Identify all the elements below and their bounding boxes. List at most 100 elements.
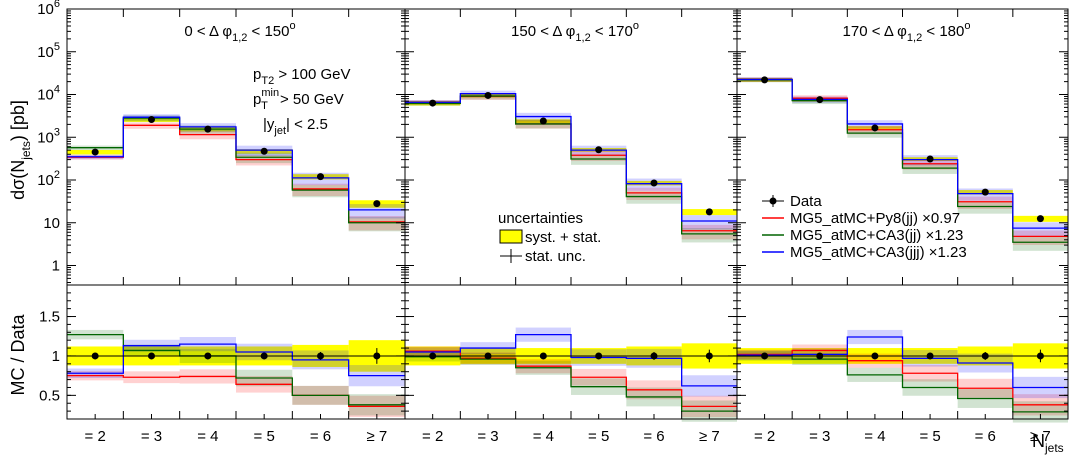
data-point-p1-b4: [650, 179, 658, 187]
y-axis-title-sub: jets: [19, 141, 33, 161]
y-tick-label-0: 106: [37, 0, 60, 18]
data-point-p0-b1: [148, 116, 155, 124]
panel-title-sub-p1: 1,2: [575, 32, 590, 44]
x-tick-label-p1-b4: = 6: [643, 428, 664, 445]
x-axis-title: Njets: [1032, 431, 1064, 455]
ratio-py8-p2: [737, 349, 1068, 406]
y-axis-title: dσ(Njets) [pb]: [8, 100, 33, 200]
panel-title-sup-p2: o: [964, 20, 970, 32]
data-point-p2-b4: [981, 188, 989, 196]
mc-band-top-ca3jj-p0-b5: [348, 216, 405, 232]
cut-pt2: pT2 > 100 GeV: [253, 66, 351, 87]
panel-title-post-p2: < 180: [922, 23, 964, 40]
mc-band-top-py8-p0-b3: [236, 155, 293, 166]
panel-title-p1: 150 < Δ φ1,2 < 170o: [511, 20, 639, 44]
mc-band-top-py8-p2-b3: [902, 159, 958, 170]
y-axis-title-unit: ) [pb]: [8, 100, 28, 141]
data-point-p0-b0: [91, 148, 99, 156]
x-tick-label-p2-b4: = 6: [975, 428, 996, 445]
y-tick-label-base-5: 10: [43, 215, 60, 232]
series-ca3jjj-p1: [405, 92, 737, 222]
y-tick-label-2: 104: [37, 84, 60, 104]
data-point-p1-b0: [429, 99, 437, 107]
mc-band-top-ca3jj-p2-b4: [957, 201, 1013, 214]
y-tick-label-5: 10: [43, 215, 60, 232]
panel-title-p0: 0 < Δ φ1,2 < 150o: [184, 20, 295, 44]
mc-band-top-py8-p2-b4: [957, 196, 1013, 209]
x-tick-label-p2-b5: ≥ 7: [1030, 428, 1051, 445]
data-point-p2-b2: [871, 124, 879, 132]
mc-band-top-py8-p1-b3: [571, 150, 627, 162]
x-tick-label-p1-b1: = 3: [477, 428, 498, 445]
y-tick-label-base-4: 10: [37, 172, 54, 189]
cut-ptmin: pmin T > 50 GeV: [253, 87, 344, 112]
mc-band-top-ca3jj-p2-b3: [902, 163, 958, 174]
panel-title-sup-p0: o: [290, 20, 296, 32]
y-tick-label-6: 1: [52, 258, 60, 275]
panel-title-pre-p1: 150 < Δ φ: [511, 23, 576, 40]
uncertainty-legend-stat-label: stat. unc.: [525, 248, 586, 265]
mc-band-top-ca3jj-p0-b4: [292, 184, 349, 198]
cut-yjet: |yjet| < 2.5: [263, 116, 328, 137]
x-tick-label-p2-b3: = 5: [919, 428, 940, 445]
uncertainty-legend-syst-label: syst. + stat.: [525, 229, 601, 246]
ratio-tick-label-1: 1: [52, 348, 60, 365]
panel-title-pre-p2: 170 < Δ φ: [843, 23, 908, 40]
series-ca3jjj-p0: [67, 116, 405, 211]
mc-band-top-ca3jj-p0-b3: [236, 152, 293, 164]
legend-data-marker: [769, 197, 777, 205]
y-tick-label-exp-1: 5: [54, 41, 60, 53]
x-tick-label-p0-b2: = 4: [197, 428, 218, 445]
mc-band-top-ca3jj-p1-b5: [681, 228, 737, 243]
data-point-p0-b2: [204, 125, 212, 133]
data-point-p1-b5: [705, 208, 713, 216]
x-tick-label-p0-b0: = 2: [85, 428, 106, 445]
mc-band-top-py8-p2-b5: [1012, 230, 1068, 245]
ratio-ca3jjj-p1: [405, 334, 737, 387]
data-point-p0-b3: [260, 147, 268, 155]
text-layer: = 2 = 3 = 4 = 5 = 6 ≥ 70 < Δ φ1,2 < 150o= 2 = …: [37, 0, 1051, 445]
mc-band-top-ca3jj-p2-b5: [1012, 236, 1068, 251]
x-tick-label-p2-b1: = 3: [809, 428, 830, 445]
uncertainty-legend-title: uncertainties: [498, 210, 583, 227]
data-point-p2-b3: [926, 155, 934, 163]
mc-band-top-ca3jj-p1-b3: [571, 154, 627, 165]
ratio-ca3jj-p2: [737, 355, 1068, 413]
data-point-p0-b5: [373, 200, 381, 208]
y-tick-label-base-2: 10: [37, 87, 54, 104]
legend-label-ca3jj: MG5_atMC+CA3(jj) ×1.23: [790, 227, 963, 244]
data-point-p2-b0: [761, 76, 769, 84]
panel-title-sup-p1: o: [633, 20, 639, 32]
series-ca3jjj-p2: [737, 78, 1068, 229]
y-tick-label-exp-0: 6: [54, 0, 60, 10]
data-point-p2-b5: [1036, 215, 1044, 223]
ratio-ca3jjj-p2: [737, 336, 1068, 389]
y-tick-label-base-1: 10: [37, 44, 54, 61]
panel-title-p2: 170 < Δ φ1,2 < 180o: [843, 20, 971, 44]
data-point-p1-b2: [539, 117, 547, 125]
x-tick-label-p1-b5: ≥ 7: [699, 428, 720, 445]
data-point-p2-b1: [816, 96, 824, 104]
legend-label-py8: MG5_atMC+Py8(jj) ×0.97: [790, 210, 960, 227]
x-axis-title-sub: jets: [1044, 441, 1064, 455]
y-tick-label-exp-3: 3: [54, 126, 60, 138]
y-tick-label-4: 102: [37, 169, 60, 189]
mc-band-top-ca3jjj-p1-b5: [681, 215, 737, 230]
data-point-p1-b3: [595, 146, 603, 154]
ratio-ca3jj-p1: [405, 356, 737, 412]
x-tick-label-p0-b3: = 5: [254, 428, 275, 445]
y-tick-label-base-0: 10: [37, 1, 54, 18]
x-axis-title-main: N: [1032, 431, 1045, 451]
y-tick-label-1: 105: [37, 41, 60, 61]
mc-band-top-ca3jj-p1-b4: [626, 191, 682, 204]
uncertainty-legend-syst-swatch: [499, 229, 523, 244]
x-tick-label-p1-b2: = 4: [533, 428, 554, 445]
panel-title-sub-p0: 1,2: [232, 32, 247, 44]
ratio-tick-label-0: 1.5: [39, 309, 60, 326]
data-points-layer: [67, 76, 1068, 364]
series-layer: [67, 78, 1068, 413]
ratio-tick-label-2: 0.5: [39, 387, 60, 404]
data-point-p0-b4: [317, 173, 324, 181]
mc-band-top-ca3jjj-p0-b5: [348, 204, 405, 219]
